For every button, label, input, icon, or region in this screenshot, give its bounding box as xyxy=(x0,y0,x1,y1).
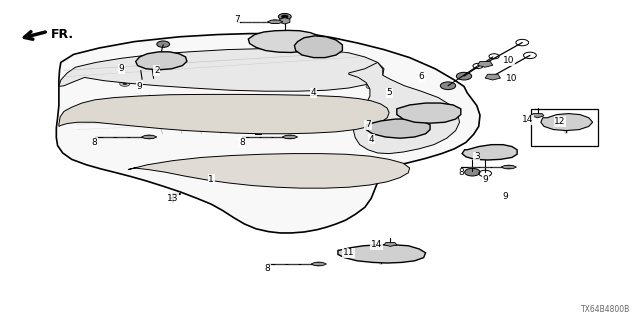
Text: 1: 1 xyxy=(209,175,214,184)
Polygon shape xyxy=(280,18,290,24)
Polygon shape xyxy=(485,74,500,80)
Text: 4: 4 xyxy=(311,88,316,97)
Polygon shape xyxy=(531,114,544,118)
Text: 12: 12 xyxy=(554,117,566,126)
Circle shape xyxy=(282,15,288,18)
Text: 7: 7 xyxy=(234,15,239,24)
Text: 9: 9 xyxy=(137,82,142,91)
Circle shape xyxy=(328,109,337,114)
Text: 8: 8 xyxy=(265,264,270,273)
Polygon shape xyxy=(477,61,493,67)
Text: 3: 3 xyxy=(474,152,479,161)
Circle shape xyxy=(369,85,373,87)
Circle shape xyxy=(205,74,215,79)
Polygon shape xyxy=(349,62,460,154)
Bar xyxy=(531,109,598,146)
Polygon shape xyxy=(384,243,397,246)
Circle shape xyxy=(422,110,433,115)
Circle shape xyxy=(130,112,139,117)
Polygon shape xyxy=(56,34,480,233)
Circle shape xyxy=(147,76,160,83)
Circle shape xyxy=(123,83,127,85)
Text: 8: 8 xyxy=(458,168,463,177)
Text: 8: 8 xyxy=(92,138,97,147)
Text: 9: 9 xyxy=(483,175,488,184)
Circle shape xyxy=(305,42,328,53)
Circle shape xyxy=(456,72,472,80)
Circle shape xyxy=(301,75,311,80)
Circle shape xyxy=(134,76,150,84)
Circle shape xyxy=(344,81,348,83)
Circle shape xyxy=(158,76,168,81)
Circle shape xyxy=(376,112,385,117)
Polygon shape xyxy=(59,94,389,134)
Circle shape xyxy=(478,147,501,159)
Circle shape xyxy=(264,107,273,112)
Text: FR.: FR. xyxy=(51,28,74,41)
Polygon shape xyxy=(541,114,593,131)
Text: 9: 9 xyxy=(119,64,124,73)
Polygon shape xyxy=(501,165,516,169)
Text: 10: 10 xyxy=(503,56,515,65)
Polygon shape xyxy=(294,36,342,58)
Polygon shape xyxy=(248,30,323,52)
Text: 10: 10 xyxy=(506,74,518,83)
Text: 6: 6 xyxy=(419,72,424,81)
Circle shape xyxy=(366,84,376,89)
Circle shape xyxy=(415,106,440,119)
Text: 14: 14 xyxy=(522,116,534,124)
Text: 14: 14 xyxy=(371,240,382,249)
Text: 7: 7 xyxy=(365,120,371,129)
Circle shape xyxy=(367,246,396,260)
Text: 13: 13 xyxy=(167,194,179,203)
Circle shape xyxy=(465,168,480,176)
Circle shape xyxy=(340,79,351,84)
Polygon shape xyxy=(366,119,430,138)
Text: 11: 11 xyxy=(343,248,355,257)
Text: 2: 2 xyxy=(154,66,159,75)
Polygon shape xyxy=(128,154,410,188)
Circle shape xyxy=(260,74,271,79)
Circle shape xyxy=(375,108,390,115)
Circle shape xyxy=(264,75,268,77)
Polygon shape xyxy=(268,20,283,23)
Text: 4: 4 xyxy=(369,135,374,144)
Circle shape xyxy=(194,108,203,113)
Text: TX64B4800B: TX64B4800B xyxy=(581,305,630,314)
Circle shape xyxy=(278,13,291,20)
Circle shape xyxy=(157,41,170,47)
Text: 9: 9 xyxy=(503,192,508,201)
Polygon shape xyxy=(136,52,187,70)
Circle shape xyxy=(393,126,403,131)
Polygon shape xyxy=(462,145,517,160)
Polygon shape xyxy=(397,103,461,123)
Circle shape xyxy=(440,82,456,90)
Text: 5: 5 xyxy=(387,88,392,97)
Polygon shape xyxy=(141,135,157,139)
Text: 8: 8 xyxy=(239,138,244,147)
Polygon shape xyxy=(282,135,298,139)
Circle shape xyxy=(208,75,212,77)
Polygon shape xyxy=(59,49,384,91)
Circle shape xyxy=(312,45,322,50)
Circle shape xyxy=(387,123,410,134)
Polygon shape xyxy=(311,262,326,266)
Circle shape xyxy=(552,115,580,129)
Polygon shape xyxy=(338,245,426,263)
Circle shape xyxy=(120,81,130,86)
Circle shape xyxy=(161,77,165,79)
Circle shape xyxy=(304,76,308,78)
